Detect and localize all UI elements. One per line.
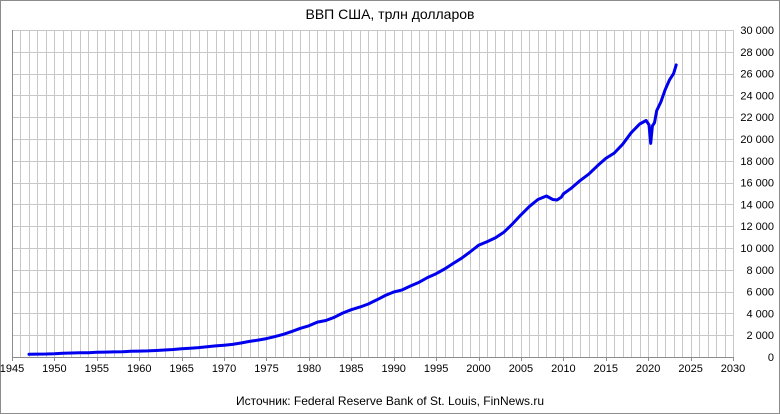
x-tick-label: 2010 — [551, 363, 575, 375]
y-tick-label: 16 000 — [740, 178, 774, 190]
chart-title: ВВП США, трлн долларов — [305, 6, 475, 22]
y-tick-label: 30 000 — [740, 25, 774, 37]
y-tick-label: 14 000 — [740, 199, 774, 211]
x-tick-label: 1965 — [169, 363, 193, 375]
y-tick-label: 4 000 — [746, 308, 774, 320]
x-tick-label: 1990 — [381, 363, 405, 375]
x-tick-label: 2005 — [509, 363, 533, 375]
x-tick-label: 2015 — [594, 363, 618, 375]
y-tick-label: 22 000 — [740, 112, 774, 124]
x-tick-label: 1975 — [254, 363, 278, 375]
x-tick-label: 1995 — [424, 363, 448, 375]
y-tick-label: 2 000 — [746, 330, 774, 342]
x-tick-label: 2025 — [678, 363, 702, 375]
y-tick-label: 18 000 — [740, 156, 774, 168]
x-tick-label: 1985 — [339, 363, 363, 375]
y-tick-label: 28 000 — [740, 47, 774, 59]
x-tick-label: 1970 — [212, 363, 236, 375]
x-tick-label: 2000 — [466, 363, 490, 375]
x-tick-label: 1960 — [127, 363, 151, 375]
x-tick-label: 1950 — [42, 363, 66, 375]
gdp-series-line — [27, 63, 678, 356]
y-tick-label: 10 000 — [740, 243, 774, 255]
y-tick-label: 12 000 — [740, 221, 774, 233]
x-tick-label: 1955 — [85, 363, 109, 375]
y-tick-label: 8 000 — [746, 265, 774, 277]
x-tick-label: 1980 — [297, 363, 321, 375]
y-tick-label: 6 000 — [746, 287, 774, 299]
x-tick-label: 2020 — [636, 363, 660, 375]
y-tick-label: 20 000 — [740, 134, 774, 146]
y-tick-label: 0 — [768, 352, 774, 364]
y-tick-label: 26 000 — [740, 69, 774, 81]
chart-source: Источник: Federal Reserve Bank of St. Lo… — [235, 394, 544, 408]
x-tick-label: 1945 — [0, 363, 24, 375]
y-tick-label: 24 000 — [740, 90, 774, 102]
x-tick-label: 2030 — [721, 363, 745, 375]
